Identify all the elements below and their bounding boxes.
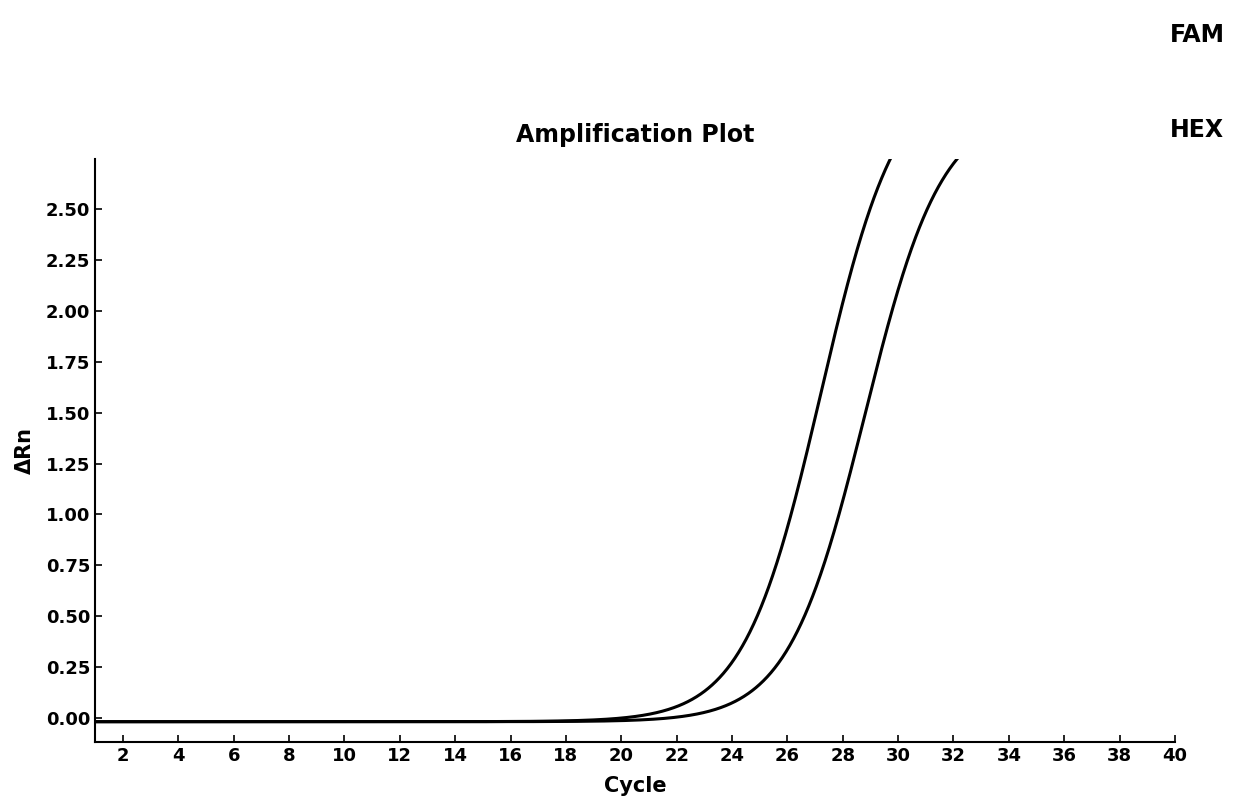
Text: FAM: FAM: [1169, 23, 1224, 47]
Text: HEX: HEX: [1169, 118, 1224, 142]
Y-axis label: ΔRn: ΔRn: [15, 427, 35, 474]
X-axis label: Cycle: Cycle: [604, 776, 666, 796]
Title: Amplification Plot: Amplification Plot: [516, 123, 754, 147]
